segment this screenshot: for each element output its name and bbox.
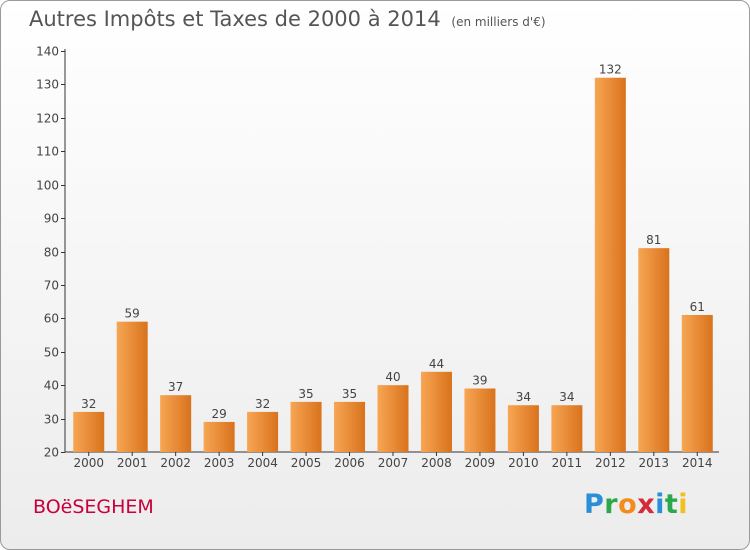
data-label: 61 — [690, 300, 705, 314]
logo-letter: i — [678, 489, 689, 520]
y-tick-label: 120 — [36, 112, 59, 126]
bar — [290, 401, 322, 452]
bar — [464, 388, 496, 452]
x-tick-label: 2007 — [378, 456, 409, 470]
x-tick-label: 2011 — [552, 456, 583, 470]
bar — [594, 77, 626, 452]
chart-subtitle: (en milliers d'€) — [451, 15, 546, 29]
y-tick-label: 70 — [44, 279, 59, 293]
data-label: 44 — [429, 357, 444, 371]
data-label: 34 — [516, 390, 531, 404]
data-label: 32 — [81, 397, 96, 411]
bar — [203, 421, 235, 452]
logo-letter: i — [655, 489, 665, 520]
data-label: 34 — [559, 390, 574, 404]
bar — [681, 314, 713, 452]
y-tick-label: 30 — [44, 413, 59, 427]
data-label: 35 — [298, 387, 313, 401]
y-tick-label: 40 — [44, 379, 59, 393]
data-label: 132 — [599, 63, 622, 77]
x-tick-label: 2004 — [247, 456, 278, 470]
y-tick-label: 110 — [36, 145, 59, 159]
bar — [638, 248, 670, 452]
bar — [551, 405, 583, 452]
y-tick-label: 60 — [44, 312, 59, 326]
x-tick-label: 2009 — [465, 456, 496, 470]
data-label: 37 — [168, 380, 183, 394]
bar — [377, 385, 409, 452]
y-tick-label: 90 — [44, 212, 59, 226]
data-label: 59 — [125, 307, 140, 321]
x-tick-label: 2000 — [73, 456, 104, 470]
bar — [247, 411, 279, 452]
x-tick-label: 2008 — [421, 456, 452, 470]
x-tick-label: 2013 — [639, 456, 670, 470]
y-tick-label: 80 — [44, 246, 59, 260]
data-label: 32 — [255, 397, 270, 411]
y-tick-label: 50 — [44, 346, 59, 360]
y-tick-label: 100 — [36, 179, 59, 193]
data-label: 81 — [646, 233, 661, 247]
chart-title: Autres Impôts et Taxes de 2000 à 2014 (e… — [29, 7, 546, 31]
y-tick-label: 130 — [36, 78, 59, 92]
logo-letter: t — [664, 489, 679, 520]
bar — [507, 405, 539, 452]
x-tick-label: 2012 — [595, 456, 626, 470]
bar — [73, 411, 105, 452]
x-tick-label: 2003 — [204, 456, 235, 470]
x-tick-label: 2006 — [334, 456, 365, 470]
logo-letter: x — [637, 489, 656, 520]
logo-letter: r — [604, 489, 619, 520]
proxiti-logo: Proxiti — [584, 489, 688, 520]
commune-name: BOëSEGHEM — [33, 496, 154, 518]
bar — [420, 371, 452, 452]
bar — [334, 401, 366, 452]
x-tick-label: 2014 — [682, 456, 713, 470]
data-label: 40 — [385, 370, 400, 384]
y-tick-label: 140 — [36, 45, 59, 59]
data-label: 39 — [472, 374, 487, 388]
x-tick-label: 2002 — [160, 456, 191, 470]
logo-letter: o — [618, 489, 638, 520]
logo-letter: P — [584, 489, 605, 520]
data-label: 29 — [211, 407, 226, 421]
x-tick-label: 2005 — [291, 456, 322, 470]
x-tick-label: 2001 — [117, 456, 148, 470]
y-tick-label: 20 — [44, 446, 59, 460]
bar — [160, 395, 192, 452]
data-label: 35 — [342, 387, 357, 401]
x-tick-label: 2010 — [508, 456, 539, 470]
bar — [116, 321, 148, 452]
title-text: Autres Impôts et Taxes de 2000 à 2014 — [29, 7, 441, 31]
